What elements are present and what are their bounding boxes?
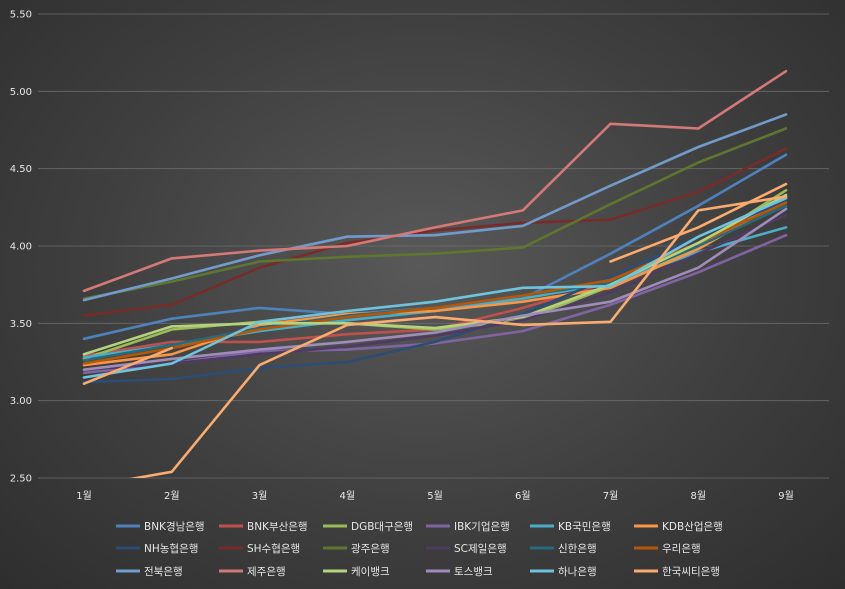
gridlines [38,13,829,479]
legend-label: 토스뱅크 [454,566,493,578]
legend-label: NH농협은행 [144,542,198,555]
series-line [82,196,788,379]
series-line [82,201,788,365]
y-tick-label: 3.50 [10,319,32,330]
series-line [129,195,788,478]
series-line [82,69,788,293]
legend-label: SH수협은행 [247,542,300,555]
legend: BNK경남은행 BNK부산은행 DGB대구은행 IBK기업은행 KB국민은행 KDB산업은… [116,520,723,578]
legend-label: 전북은행 [144,566,183,578]
x-tick-label: 1월 [76,490,92,502]
series-line [82,207,788,371]
legend-label: DGB대구은행 [351,521,413,533]
series-line [82,182,788,385]
y-tick-label: 4.00 [10,242,32,253]
series-line [82,204,788,362]
x-tick-label: 9월 [778,490,794,502]
x-tick-label: 7월 [603,490,619,502]
series-line [82,127,788,300]
x-tick-label: 4월 [339,490,355,502]
legend-label: IBK기업은행 [454,520,510,533]
series-line [82,193,788,356]
legend-label: 우리은행 [662,543,701,555]
series-line [82,199,788,384]
legend-label: KB국민은행 [558,521,611,533]
legend-label: BNK부산은행 [247,521,308,533]
legend-label: 제주은행 [247,566,286,578]
x-tick-label: 3월 [252,490,268,502]
y-tick-label: 2.50 [10,474,32,485]
series-line [82,196,788,367]
y-tick-label: 5.50 [10,10,32,21]
x-tick-label: 8월 [690,490,706,502]
plot-area [82,69,788,478]
legend-label: 케이뱅크 [351,566,390,578]
y-tick-label: 3.00 [10,396,32,407]
legend-label: 광주은행 [351,543,390,555]
x-tick-label: 2월 [164,490,180,502]
legend-label: 신한은행 [558,543,597,555]
y-tick-label: 5.00 [10,87,32,98]
x-tick-label: 5월 [427,490,443,502]
y-axis: 2.50 3.00 3.50 4.00 4.50 5.00 5.50 [10,10,32,485]
y-tick-label: 4.50 [10,164,32,175]
legend-label: KDB산업은행 [662,520,723,533]
legend-label: 한국씨티은행 [662,566,720,578]
series-line [82,147,788,317]
x-tick-label: 6월 [515,490,531,502]
x-axis: 1월 2월 3월 4월 5월 6월 7월 8월 9월 [76,490,794,502]
series-line [82,113,788,302]
legend-label: SC제일은행 [454,542,507,555]
legend-label: 하나은행 [558,565,597,578]
legend-label: BNK경남은행 [144,520,205,533]
series-line [82,213,788,371]
